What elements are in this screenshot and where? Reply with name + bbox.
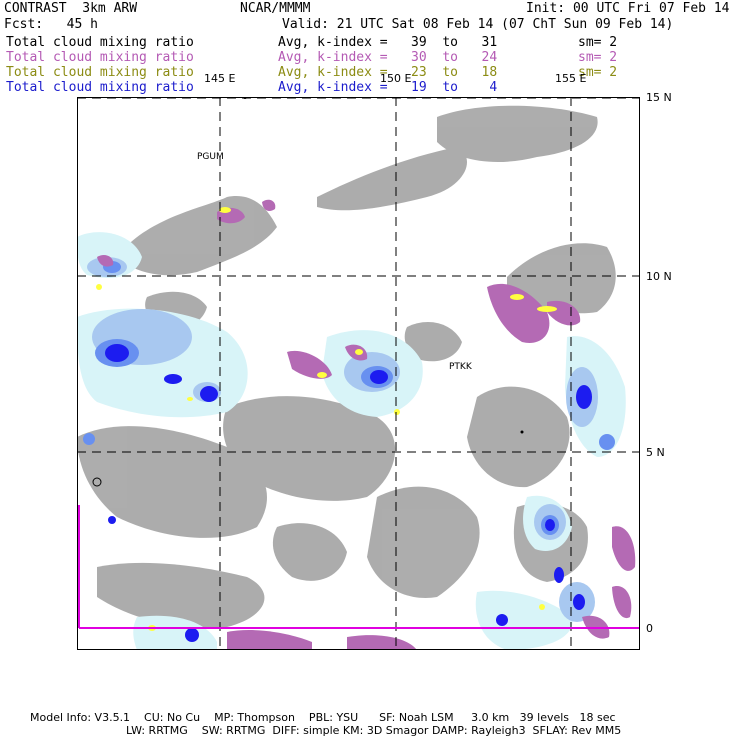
field-name-1: Total cloud mixing ratio [6, 35, 194, 50]
init-time: Init: 00 UTC Fri 07 Feb 14 [526, 1, 730, 16]
forecast-hour: Fcst: 45 h [4, 17, 98, 32]
field-sm-1: sm= 2 [578, 35, 618, 50]
station-pgum: PGUM [197, 152, 224, 162]
lat-label-10n: 10 N [646, 270, 672, 283]
magenta-cloud-layer [97, 199, 636, 650]
field-sm-2: sm= 2 [578, 50, 618, 65]
institution-title: NCAR/MMMM [240, 1, 311, 16]
station-ptkk: PTKK [449, 362, 472, 372]
lat-label-15n: 15 N [646, 91, 672, 104]
field-range-3: Avg, k-index = 23 to 18 [278, 65, 498, 80]
lat-label-5n: 5 N [646, 446, 665, 459]
model-info-line-1: Model Info: V3.5.1 CU: No Cu MP: Thompso… [30, 711, 616, 724]
lat-label-0: 0 [646, 622, 653, 635]
domain-boundary [78, 505, 640, 629]
lon-label-145: 145 E [204, 72, 236, 85]
field-name-4: Total cloud mixing ratio [6, 80, 194, 95]
convective-core-layer [83, 261, 615, 642]
light-cloud-layer [77, 232, 626, 650]
cloud-map [77, 97, 640, 650]
valid-time: Valid: 21 UTC Sat 08 Feb 14 (07 ChT Sun … [282, 17, 674, 32]
model-title: CONTRAST 3km ARW [4, 1, 138, 16]
map-frame [77, 97, 640, 650]
field-range-4: Avg, k-index = 19 to 4 [278, 80, 498, 95]
field-name-2: Total cloud mixing ratio [6, 50, 194, 65]
field-range-2: Avg, k-index = 30 to 24 [278, 50, 498, 65]
lon-label-155: 155 E [555, 72, 587, 85]
field-sm-3: sm= 2 [578, 65, 618, 80]
lon-label-150: 150 E [380, 72, 412, 85]
field-name-3: Total cloud mixing ratio [6, 65, 194, 80]
field-range-1: Avg, k-index = 39 to 31 [278, 35, 498, 50]
yellow-cloud-layer [96, 207, 557, 631]
gray-cloud-layer [77, 105, 616, 628]
model-info-line-2: LW: RRTMG SW: RRTMG DIFF: simple KM: 3D … [126, 724, 622, 737]
